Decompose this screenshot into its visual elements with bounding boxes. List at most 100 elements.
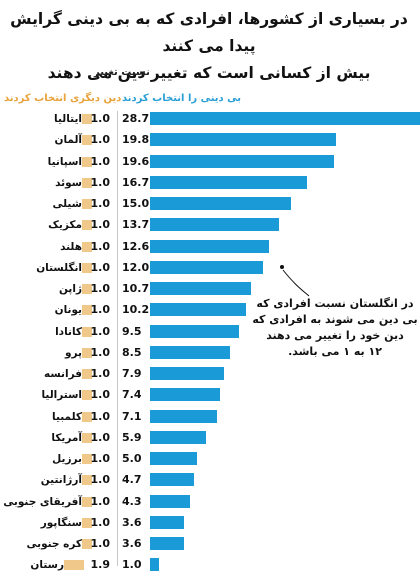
- irreligion-bar: [150, 112, 420, 125]
- irreligion-bar: [150, 558, 160, 572]
- other-religion-value: 1.9: [90, 558, 111, 572]
- other-religion-value: 1.0: [90, 175, 111, 189]
- other-religion-value: 1.0: [90, 452, 111, 465]
- other-religion-marker: [82, 305, 92, 316]
- other-religion-marker: [82, 177, 92, 188]
- other-religion-value: 1.0: [90, 303, 111, 317]
- irreligion-bar: [150, 282, 251, 295]
- irreligion-bar: [150, 367, 225, 380]
- irreligion-value: 13.7: [122, 218, 150, 232]
- irreligion-bar: [150, 324, 240, 338]
- other-religion-marker: [82, 199, 92, 209]
- irreligion-value: 15.0: [122, 197, 150, 210]
- irreligion-bar: [150, 218, 279, 232]
- irreligion-value: 12.0: [122, 260, 150, 274]
- chart-row: سنگاپور 1.0 3.6: [0, 513, 420, 533]
- irreligion-bar: [150, 494, 191, 508]
- chart-row: ژاپن 1.0 10.7: [0, 279, 420, 299]
- irreligion-value: 7.4: [122, 388, 142, 402]
- other-religion-marker: [82, 517, 92, 528]
- irreligion-value: 7.9: [122, 367, 142, 380]
- other-religion-column-header: دین دیگری انتخاب کردند: [4, 93, 122, 104]
- country-label: ایتالیا: [54, 113, 82, 125]
- country-label: سوئد: [55, 176, 82, 189]
- irreligion-bar: [150, 133, 337, 147]
- chart-row: مجارستان 1.9 1.0: [0, 555, 420, 575]
- country-label: سنگاپور: [40, 516, 82, 529]
- irreligion-bar: [150, 175, 308, 189]
- other-religion-marker: [82, 241, 92, 252]
- chart-row: کلمبیا 1.0 7.1: [0, 407, 420, 427]
- uk-annotation: در انگلستان نسبت افرادی که بی دین می شون…: [252, 296, 418, 360]
- irreligion-bar: [150, 515, 184, 529]
- chart-row: پرو 1.0 8.5: [0, 343, 420, 363]
- irreligion-value: 3.6: [122, 515, 142, 529]
- irreligion-value: 16.7: [122, 175, 150, 189]
- other-religion-marker: [82, 284, 92, 294]
- country-label: آرژانتین: [40, 474, 82, 487]
- country-label: هلند: [60, 240, 82, 253]
- other-religion-value: 1.0: [90, 324, 111, 338]
- other-religion-value: 1.0: [90, 388, 111, 402]
- irreligion-bar: [150, 345, 230, 359]
- uk-annotation-line-2: بی دین می شوند به افرادی که: [252, 313, 418, 326]
- chart-row: آلمان 1.0 19.8: [0, 130, 420, 150]
- chart-row: کانادا 1.0 9.5: [0, 322, 420, 342]
- other-religion-marker: [82, 454, 92, 464]
- irreligion-column-header: بی دینی را انتخاب کردند: [122, 93, 242, 104]
- other-religion-value: 1.0: [90, 345, 111, 359]
- other-religion-marker: [82, 220, 92, 231]
- other-religion-marker: [82, 114, 92, 124]
- other-religion-marker: [64, 560, 84, 571]
- chart-row: هلند 1.0 12.6: [0, 237, 420, 257]
- other-religion-value: 1.0: [90, 112, 111, 125]
- other-religion-marker: [82, 156, 92, 167]
- chart-row: سوئد 1.0 16.7: [0, 173, 420, 193]
- country-label: اسپانیا: [47, 155, 82, 168]
- chart-row: شیلی 1.0 15.0: [0, 194, 420, 214]
- irreligion-bar: [150, 154, 335, 168]
- other-religion-marker: [82, 347, 92, 358]
- irreligion-bar: [150, 452, 198, 465]
- country-label: کره جنوبی: [26, 538, 83, 550]
- other-religion-marker: [82, 390, 92, 401]
- irreligion-value: 19.6: [122, 154, 150, 168]
- irreligion-bar: [150, 388, 220, 402]
- irreligion-bar: [150, 409, 217, 423]
- other-religion-marker: [82, 411, 92, 422]
- chart-row: آمریکا 1.0 5.9: [0, 428, 420, 448]
- ratio-header: نسبت تغییر: [94, 67, 150, 78]
- irreligion-value: 19.8: [122, 133, 150, 147]
- other-religion-value: 1.0: [90, 197, 111, 210]
- country-label: آفریقای جنوبی: [3, 495, 82, 508]
- irreligion-bar: [150, 260, 263, 274]
- country-label: ژاپن: [58, 283, 82, 295]
- country-label: استرالیا: [41, 389, 82, 402]
- other-religion-value: 1.0: [90, 409, 111, 423]
- other-religion-marker: [82, 475, 92, 486]
- chart-title-line-2: بیش از کسانی است که تغییر دین می دهند: [47, 64, 371, 82]
- irreligion-value: 4.3: [122, 494, 142, 508]
- country-label: کلمبیا: [52, 410, 82, 423]
- irreligion-value: 12.6: [122, 239, 150, 253]
- irreligion-value: 4.7: [122, 473, 142, 487]
- other-religion-value: 1.0: [90, 430, 111, 444]
- other-religion-value: 1.0: [90, 515, 111, 529]
- irreligion-bar: [150, 197, 292, 210]
- country-label: آمریکا: [51, 431, 82, 444]
- country-label: انگلستان: [36, 261, 82, 274]
- other-religion-value: 1.0: [90, 260, 111, 274]
- irreligion-value: 28.7: [122, 112, 150, 125]
- irreligion-value: 1.0: [122, 558, 142, 572]
- annotation-dot: [280, 265, 284, 269]
- other-religion-value: 1.0: [90, 367, 111, 380]
- chart-row: برزیل 1.0 5.0: [0, 449, 420, 469]
- irreligion-value: 10.7: [122, 282, 150, 295]
- country-label: یونان: [54, 304, 82, 317]
- chart-row: آرژانتین 1.0 4.7: [0, 470, 420, 490]
- other-religion-value: 1.0: [90, 218, 111, 232]
- uk-annotation-line-1: در انگلستان نسبت افرادی که: [256, 297, 414, 310]
- irreligion-value: 5.9: [122, 430, 142, 444]
- uk-annotation-line-4: ۱۲ به ۱ می باشد.: [288, 345, 382, 358]
